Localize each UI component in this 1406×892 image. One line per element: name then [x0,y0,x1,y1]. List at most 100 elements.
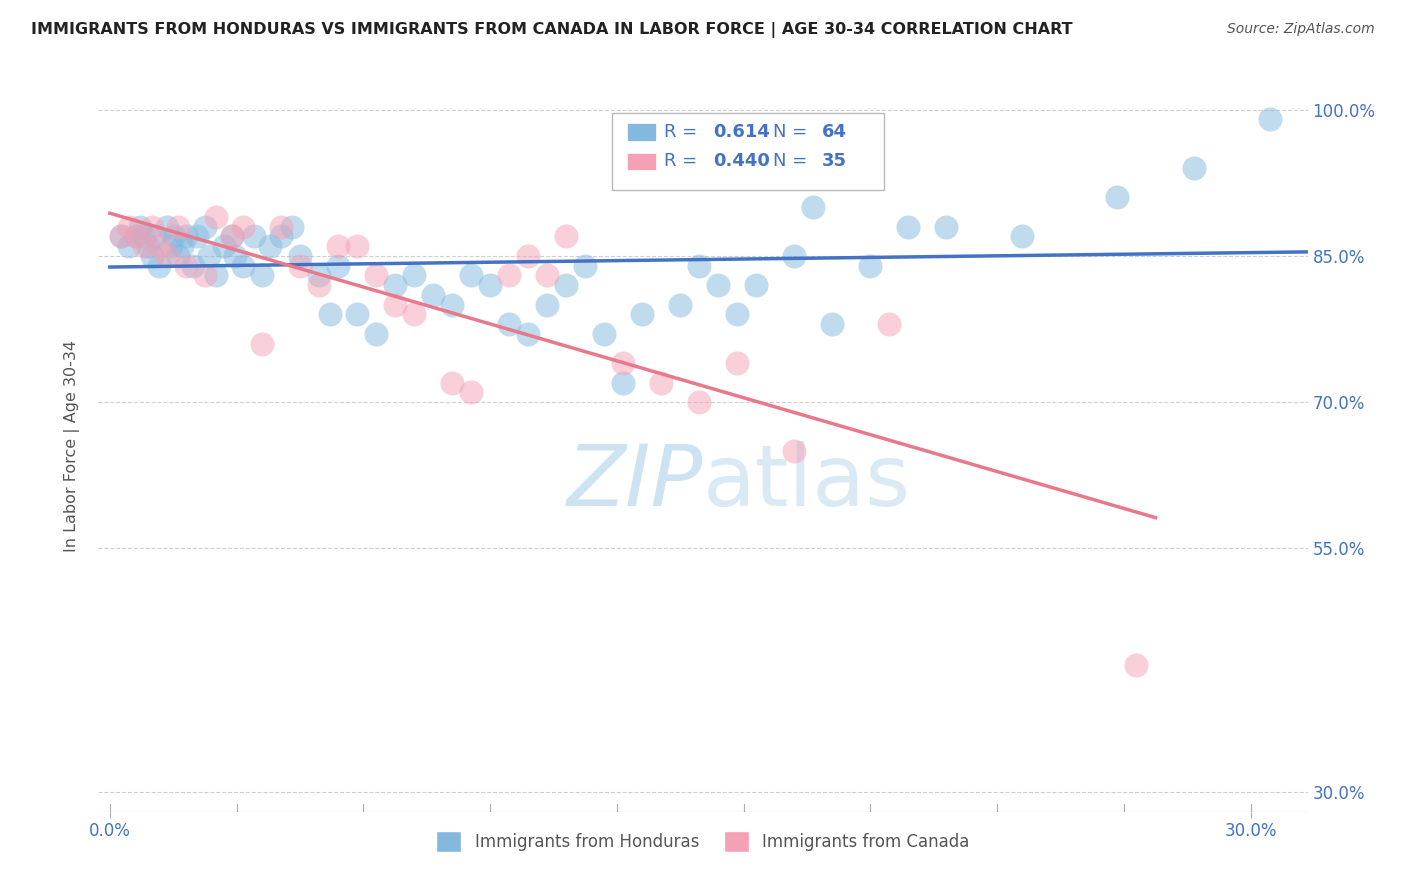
Point [197,249,219,263]
Text: IMMIGRANTS FROM HONDURAS VS IMMIGRANTS FROM CANADA IN LABOR FORCE | AGE 30-34 CO: IMMIGRANTS FROM HONDURAS VS IMMIGRANTS F… [31,22,1073,38]
Point [441,376,464,390]
Point [183,259,205,273]
Point [221,229,243,244]
Point [288,249,311,263]
Point [174,229,197,244]
Point [250,268,273,283]
Point [132,239,155,253]
Point [326,239,349,253]
Point [460,385,482,400]
Point [194,219,217,234]
Point [129,219,152,234]
Point [170,239,193,253]
Point [259,239,281,253]
Text: 64: 64 [821,123,846,141]
Point [132,229,155,244]
Point [574,259,596,273]
Point [364,268,387,283]
FancyBboxPatch shape [627,153,655,170]
Point [326,259,349,273]
Point [110,229,132,244]
Point [346,239,368,253]
Point [174,259,197,273]
Point [308,278,330,293]
Point [364,326,387,341]
Point [441,297,464,311]
Point [270,229,292,244]
Point [163,229,186,244]
Point [612,356,634,370]
Point [745,278,768,293]
Point [688,259,710,273]
Point [1182,161,1205,175]
Point [243,229,266,244]
Point [224,249,246,263]
Text: 35: 35 [821,153,846,170]
Point [593,326,616,341]
Point [250,336,273,351]
Point [555,229,578,244]
Point [1011,229,1033,244]
Legend: Immigrants from Honduras, Immigrants from Canada: Immigrants from Honduras, Immigrants fro… [430,824,976,858]
Point [725,356,748,370]
Point [897,219,920,234]
Point [498,268,520,283]
Point [422,288,444,302]
Text: ZIP: ZIP [567,441,703,524]
Point [346,307,368,321]
Text: R =: R = [664,123,703,141]
Point [402,307,425,321]
Text: 0.614: 0.614 [713,123,769,141]
Point [783,249,806,263]
Point [612,376,634,390]
Point [118,239,141,253]
Point [688,395,710,409]
Point [110,229,132,244]
Point [205,268,228,283]
Point [141,219,163,234]
Point [1258,112,1281,127]
Point [517,249,540,263]
Point [783,443,806,458]
Point [555,278,578,293]
Point [141,249,163,263]
FancyBboxPatch shape [613,113,884,190]
Point [859,259,882,273]
Point [118,219,141,234]
Text: 0.440: 0.440 [713,153,769,170]
Point [725,307,748,321]
Point [221,229,243,244]
Point [517,326,540,341]
Point [167,249,190,263]
FancyBboxPatch shape [627,123,655,141]
Point [270,219,292,234]
Point [801,200,824,214]
Point [167,219,190,234]
Point [1107,190,1129,204]
Text: Source: ZipAtlas.com: Source: ZipAtlas.com [1227,22,1375,37]
Point [536,268,558,283]
Point [125,229,148,244]
Point [319,307,342,321]
Point [498,317,520,331]
Point [145,229,167,244]
Text: N =: N = [773,123,813,141]
Point [156,249,179,263]
Point [460,268,482,283]
Point [212,239,235,253]
Point [479,278,502,293]
Point [384,278,406,293]
Point [156,219,179,234]
Point [707,278,730,293]
Point [402,268,425,283]
Point [232,259,254,273]
Point [669,297,692,311]
Point [935,219,957,234]
Point [1125,658,1147,673]
Text: N =: N = [773,153,813,170]
Point [288,259,311,273]
Point [232,219,254,234]
Point [148,259,170,273]
Point [205,210,228,224]
Text: atlas: atlas [703,441,911,524]
